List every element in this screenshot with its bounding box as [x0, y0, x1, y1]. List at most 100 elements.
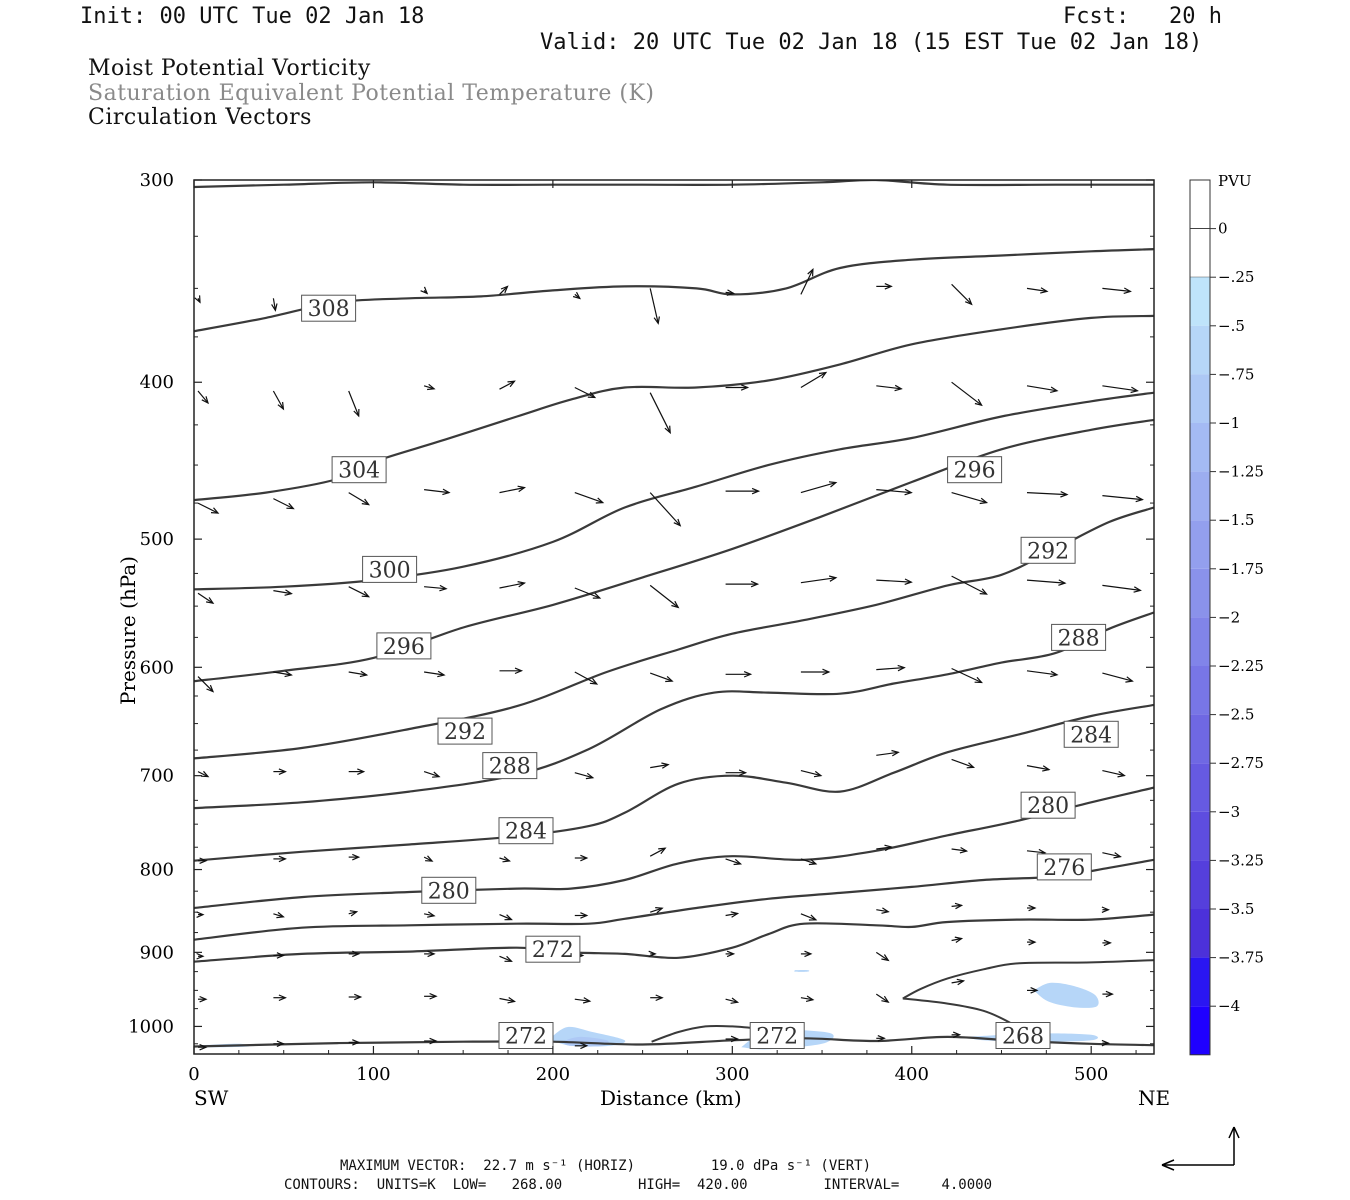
contour-label: 276: [1036, 853, 1092, 881]
x-tick-label: 500: [1074, 1064, 1108, 1085]
vector-head: [276, 1040, 285, 1048]
circulation-vector: [951, 978, 966, 986]
circulation-vector: [951, 492, 989, 505]
vector-shaft: [499, 914, 512, 921]
vector-shaft: [424, 586, 447, 590]
contour-label-text: 304: [338, 459, 380, 484]
y-tick-label: 700: [140, 766, 174, 787]
vector-shaft: [951, 667, 982, 684]
vector-shaft: [951, 492, 987, 504]
vector-shaft: [574, 386, 596, 399]
circulation-vector: [951, 758, 976, 769]
vector-shaft: [649, 392, 671, 433]
vector-head: [726, 289, 736, 296]
colorbar-swatch: [1190, 1006, 1210, 1055]
circulation-vector: [197, 390, 209, 405]
vector-head: [751, 487, 761, 495]
vector-shaft: [273, 498, 294, 510]
vector-head: [738, 769, 748, 776]
circulation-vector: [1026, 579, 1067, 586]
circulation-vector: [273, 498, 295, 510]
vector-head: [1117, 771, 1126, 778]
contour-label-text: 268: [1002, 1025, 1044, 1050]
vector-shaft: [499, 582, 525, 589]
vector-shaft: [875, 951, 889, 961]
circulation-vector: [725, 1035, 740, 1043]
vector-head: [1030, 987, 1039, 994]
vector-head: [818, 371, 828, 379]
circulation-vector: [574, 912, 589, 919]
circulation-vector: [951, 846, 969, 854]
circulation-vector: [499, 914, 513, 921]
circulation-vector: [424, 670, 446, 678]
contour-label: 300: [362, 555, 418, 583]
vector-shaft: [424, 671, 445, 676]
vector-shaft: [800, 913, 817, 921]
vector-head: [420, 286, 429, 295]
circulation-vector: [951, 902, 964, 910]
vector-shaft: [272, 298, 276, 311]
contour-label-text: 276: [1043, 856, 1085, 881]
vector-shaft: [800, 858, 817, 865]
vector-head: [517, 581, 527, 588]
circulation-vector: [348, 853, 361, 861]
theta-contour-288: [194, 611, 1154, 810]
vector-shaft: [348, 492, 370, 506]
contour-label-text: 272: [532, 938, 574, 963]
vector-shaft: [876, 579, 912, 583]
vector-shaft: [1102, 770, 1125, 777]
circulation-vector: [499, 380, 516, 390]
vector-shaft: [197, 390, 209, 404]
circulation-vector: [649, 392, 671, 435]
circulation-vector: [499, 856, 511, 863]
vector-head: [442, 488, 451, 496]
vector-shaft: [1102, 672, 1133, 682]
contour-label: 296: [947, 456, 1003, 484]
vector-shaft: [876, 667, 905, 671]
forecast-hour: Fcst: 20 h: [1063, 4, 1222, 29]
vector-head: [665, 675, 674, 683]
vector-head: [592, 592, 602, 599]
vector-shaft: [272, 390, 284, 410]
colorbar-swatch: [1190, 568, 1210, 618]
circulation-vector: [1026, 385, 1059, 393]
vector-head: [808, 914, 818, 921]
vector-head: [432, 771, 441, 778]
contour-label-box: [482, 752, 538, 780]
circulation-vector: [420, 286, 429, 295]
vector-shaft: [1102, 287, 1131, 292]
colorbar-tick-label: −1.25: [1218, 463, 1264, 481]
vector-shaft: [1026, 670, 1058, 676]
circulation-vector: [876, 488, 913, 496]
circulation-vector: [725, 997, 740, 1004]
contour-label: 292: [1020, 536, 1076, 564]
colorbar-tick-label: −3.5: [1218, 900, 1254, 918]
circulation-vector: [650, 762, 670, 769]
contour-label-box: [995, 1022, 1051, 1049]
colorbar-swatch: [1190, 520, 1210, 569]
vector-head: [354, 993, 363, 1001]
vector-shaft: [1026, 850, 1046, 854]
vector-head: [894, 384, 903, 392]
contour-label: 288: [1051, 623, 1107, 651]
contour-label-text: 280: [1027, 794, 1069, 819]
circulation-vector: [424, 584, 448, 592]
pv-colorbar: 0 −.25 −.5 −.75 −1 −1.25 −1.5 −1.75 −2 −2.25 −2.5 −…: [1189, 179, 1264, 1056]
contour-label: 272: [498, 1022, 554, 1050]
vector-head: [504, 955, 513, 962]
vector-head: [278, 768, 287, 775]
circulation-vector: [800, 268, 814, 295]
vector-shaft: [499, 285, 508, 295]
circulation-vector: [271, 298, 278, 312]
contour-info-note: CONTOURS: UNITS=K LOW= 268.00 HIGH= 420.…: [284, 1177, 993, 1193]
contour-label: 272: [749, 1022, 805, 1050]
circulation-vector: [649, 492, 682, 527]
circulation-vector: [348, 768, 366, 775]
vector-shaft: [273, 913, 284, 918]
contour-label-box: [947, 456, 1003, 484]
x-tick-label: 200: [536, 1064, 570, 1085]
vector-head: [502, 856, 511, 863]
y-tick-label: 400: [140, 372, 174, 393]
vector-head: [284, 589, 293, 596]
circulation-vector: [1027, 938, 1037, 946]
